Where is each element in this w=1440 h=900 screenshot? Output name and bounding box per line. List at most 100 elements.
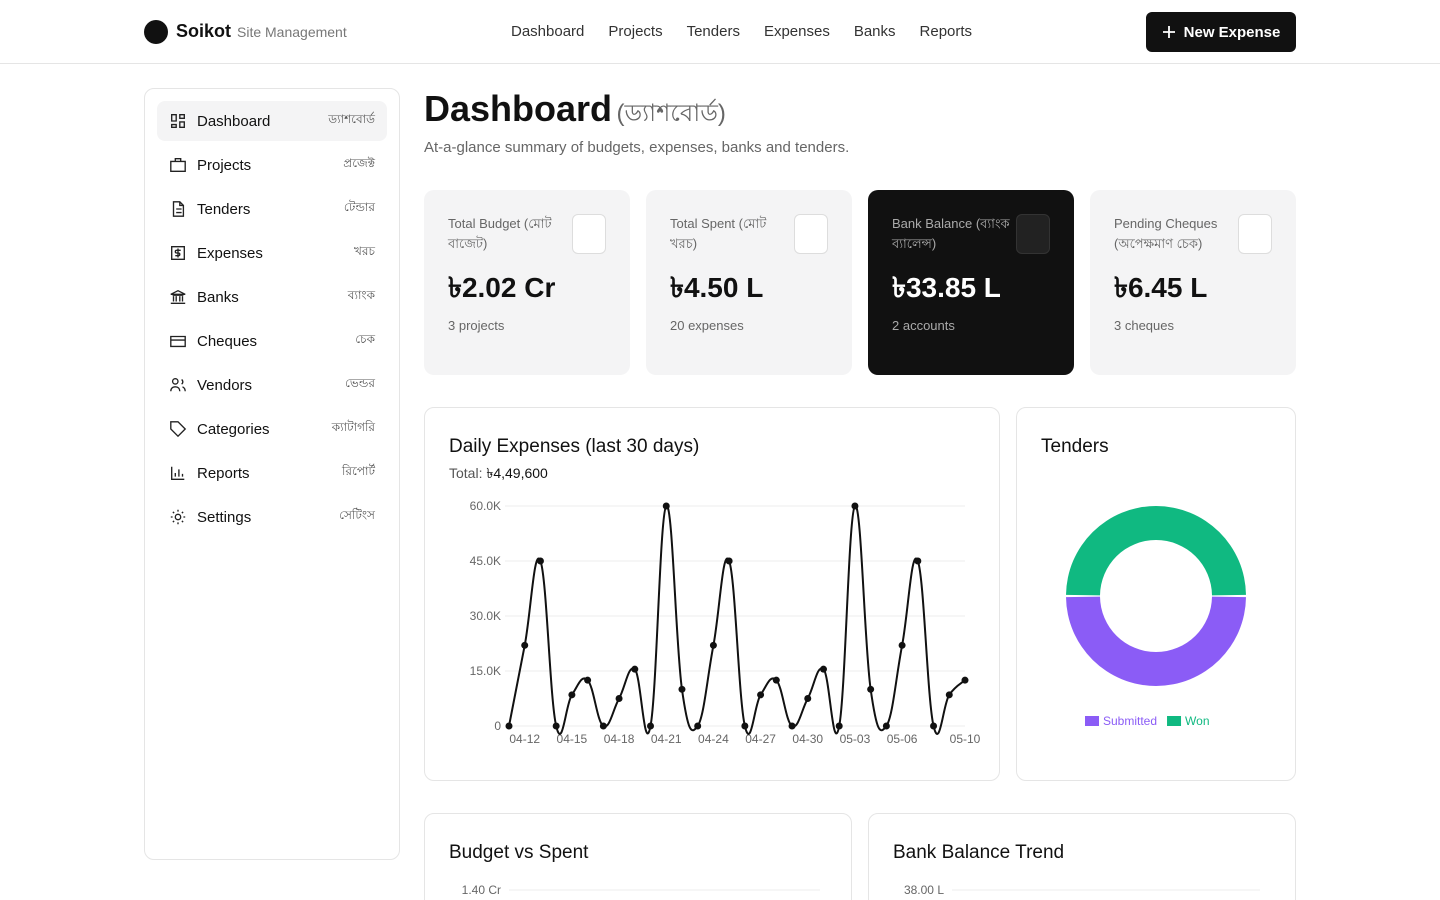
point <box>536 557 544 565</box>
x-tick-label: 04-27 <box>745 732 776 746</box>
sidebar-item[interactable]: Cheques চেক <box>157 321 387 361</box>
page-heading: Dashboard (ড্যাশবোর্ড) <box>424 88 726 135</box>
sidebar-icon <box>170 335 186 348</box>
point <box>851 502 859 510</box>
chart-card: Budget vs Spent <box>424 813 852 900</box>
nav-link[interactable]: Reports <box>919 23 973 40</box>
nav-link[interactable]: Tenders <box>686 23 740 40</box>
x-tick-label: 04-30 <box>792 732 823 746</box>
point <box>882 722 890 730</box>
stat-note: 3 cheques <box>1114 318 1174 333</box>
point <box>505 722 513 730</box>
nav-link[interactable]: Projects <box>608 23 663 40</box>
sidebar-label: Settings <box>197 508 252 526</box>
y-tick-label: 45.0K <box>470 554 501 568</box>
sidebar-icon <box>171 466 185 480</box>
stat-note: 2 accounts <box>892 318 955 333</box>
sidebar-label-bn: ব্যাংক <box>347 288 375 302</box>
point <box>961 676 969 684</box>
legend-label: Won <box>1185 714 1209 728</box>
icon-shape <box>171 246 185 260</box>
chart-title: Tenders <box>1041 436 1109 457</box>
sidebar-label-bn: চেক <box>355 332 375 346</box>
header: Soikot Site Management Dashboard Projects… <box>0 0 1440 64</box>
sidebar-item[interactable]: Reports রিপোর্ট <box>157 453 387 493</box>
point <box>835 722 843 730</box>
point <box>615 695 623 702</box>
icon-shape <box>170 421 187 438</box>
sidebar-label-bn: সেটিংস <box>339 508 375 522</box>
stat-card: Bank Balance (ব্যাংক ব্যালেন্স) ৳33.85 L 2… <box>868 190 1074 375</box>
sidebar-label-bn: টেন্ডার <box>343 200 375 214</box>
point <box>709 641 717 649</box>
y-tick-label: 60.0K <box>470 499 501 513</box>
sidebar-label: Vendors <box>197 376 253 394</box>
line <box>508 504 966 735</box>
icon-shape <box>170 335 186 348</box>
sidebar-item[interactable]: Settings সেটিংস <box>157 497 387 537</box>
point <box>930 722 938 730</box>
chart-card: Tenders <box>1016 407 1296 781</box>
point <box>568 691 576 699</box>
y-tick-label: 15.0K <box>470 664 501 678</box>
icon-shape <box>170 378 186 392</box>
nav-link[interactable]: Expenses <box>763 23 830 40</box>
icon-shape <box>170 509 186 525</box>
sidebar-label: Expenses <box>197 244 263 262</box>
stat-value: ৳33.85 L <box>892 272 1001 303</box>
chart-title: Daily Expenses (last 30 days) <box>449 436 700 457</box>
stat-icon <box>572 214 606 254</box>
legend-label: Submitted <box>1103 714 1157 728</box>
new-expense-button[interactable]: New Expense <box>1146 12 1296 52</box>
donut-slice <box>1066 596 1246 687</box>
y-tick-label: 38.00 L <box>904 883 944 897</box>
sidebar-label-bn: খরচ <box>354 244 375 258</box>
icon-shape <box>170 158 186 172</box>
point <box>757 691 765 699</box>
sidebar-item[interactable]: Tenders টেন্ডার <box>157 189 387 229</box>
sidebar-item[interactable]: Vendors ভেন্ডর <box>157 365 387 405</box>
sidebar-icon <box>170 509 186 525</box>
x-tick-label: 05-03 <box>840 732 871 746</box>
point <box>584 676 592 684</box>
sidebar-label: Tenders <box>197 200 251 218</box>
sidebar-label: Reports <box>197 464 250 482</box>
nav-link[interactable]: Dashboard <box>511 23 585 40</box>
button-label: New Expense <box>1183 23 1281 41</box>
sidebar-item[interactable]: Categories ক্যাটাগরি <box>157 409 387 449</box>
point <box>945 691 953 699</box>
point <box>678 685 686 693</box>
sidebar-icon <box>170 158 186 172</box>
sidebar-label-bn: ক্যাটাগরি <box>331 420 375 434</box>
sidebar-item[interactable]: Dashboard ড্যাশবোর্ড <box>157 101 387 141</box>
y-tick-label: 1.40 Cr <box>462 883 501 897</box>
point <box>741 722 749 730</box>
nav-link[interactable]: Banks <box>853 23 896 40</box>
point <box>819 665 827 673</box>
stat-icon <box>794 214 828 254</box>
sidebar-item[interactable]: Expenses খরচ <box>157 233 387 273</box>
sidebar-label: Projects <box>197 156 252 174</box>
point <box>631 665 639 673</box>
stat-value: ৳4.50 L <box>670 272 764 303</box>
sidebar-item[interactable]: Projects প্রজেক্ট <box>157 145 387 185</box>
stat-icon <box>1238 214 1272 254</box>
x-tick-label: 05-10 <box>950 732 981 746</box>
logo <box>144 20 168 44</box>
point <box>788 722 796 730</box>
sidebar-icon <box>171 246 185 260</box>
icon-shape <box>171 466 185 480</box>
brand[interactable]: Soikot <box>176 21 232 41</box>
sidebar-label: Cheques <box>197 332 258 350</box>
stat-value: ৳6.45 L <box>1114 272 1208 303</box>
nav: Dashboard Projects Tenders Expenses Banks Rep… <box>511 23 972 40</box>
plus-icon <box>1162 26 1175 38</box>
chart-title: Bank Balance Trend <box>893 842 1065 863</box>
x-tick-label: 05-06 <box>887 732 918 746</box>
point <box>867 685 875 693</box>
sidebar-item[interactable]: Banks ব্যাংক <box>157 277 387 317</box>
x-tick-label: 04-24 <box>698 732 729 746</box>
stat-label: Pending Cheques (অপেক্ষমাণ চেক) <box>1114 216 1218 251</box>
sidebar-icon <box>170 289 186 304</box>
